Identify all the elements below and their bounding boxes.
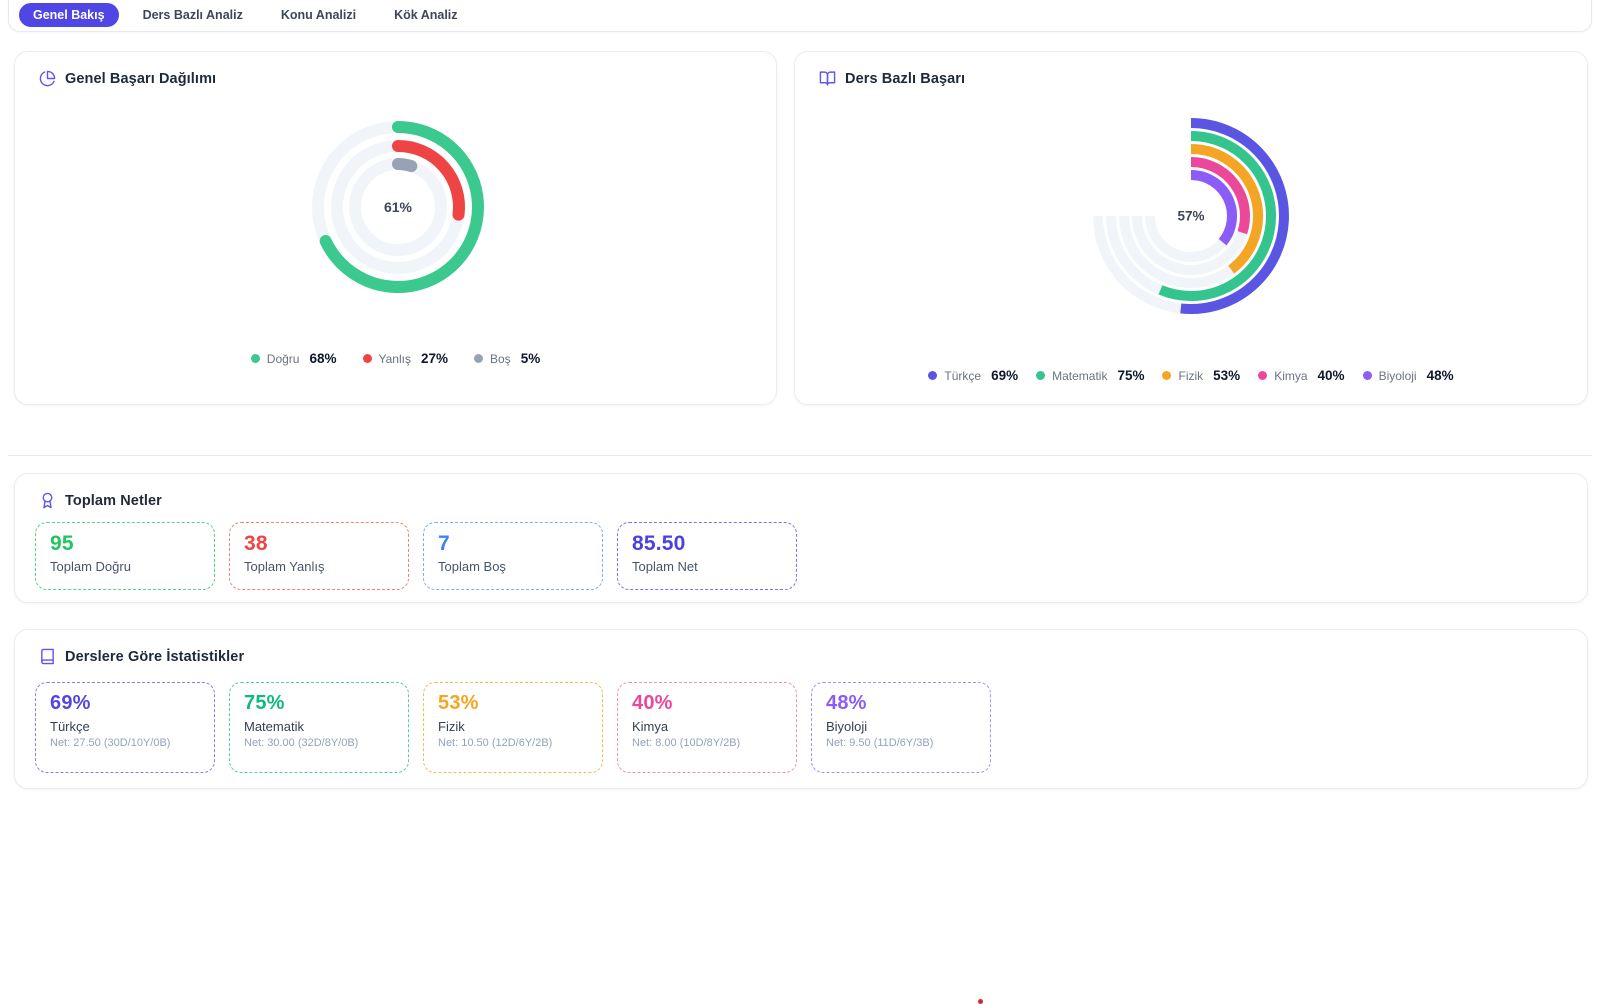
- legend-dot: [474, 354, 483, 363]
- award-icon: [42, 492, 53, 509]
- subject-stat-value: 69%: [50, 692, 91, 714]
- subject-stat-net: Net: 10.50 (12D/6Y/2B): [438, 737, 553, 749]
- tab-bar: Genel Bakış Ders Bazlı Analiz Konu Anali…: [8, 0, 1592, 32]
- legend-label: Kimya: [1274, 368, 1308, 383]
- legend-label: Fizik: [1178, 368, 1204, 383]
- legend-item[interactable]: Doğru 68%: [250, 351, 337, 366]
- legend-item[interactable]: Kimya 40%: [1258, 368, 1345, 383]
- pie-chart-icon: [39, 70, 56, 87]
- legend-item[interactable]: Fizik 53%: [1162, 368, 1240, 383]
- legend-label: Boş: [490, 351, 511, 366]
- subject-stat-net: Net: 8.00 (10D/8Y/2B): [632, 737, 741, 749]
- subject-stat-name: Türkçe: [50, 719, 90, 734]
- subjects-radial-chart: [1086, 111, 1296, 321]
- card-ders-bazli-basari: Ders Bazlı Başarı 57% Türkçe 69% Matemat…: [794, 51, 1588, 405]
- card-header: Toplam Netler: [39, 492, 162, 509]
- legend-dot: [928, 371, 938, 380]
- legend-label: Matematik: [1052, 368, 1108, 383]
- subject-stat-value: 40%: [632, 692, 673, 714]
- tab[interactable]: Konu Analizi: [267, 3, 370, 27]
- red-dot-marker: [978, 999, 983, 1004]
- subject-stat-value: 75%: [244, 692, 285, 714]
- total-stat-value: 7: [438, 532, 450, 555]
- total-stat-label: Toplam Doğru: [50, 559, 131, 575]
- card-header: Genel Başarı Dağılımı: [39, 70, 216, 87]
- legend-label: Yanlış: [378, 351, 411, 366]
- subject-stat-net: Net: 27.50 (30D/10Y/0B): [50, 737, 171, 749]
- tab[interactable]: Ders Bazlı Analiz: [129, 3, 257, 27]
- section-divider: [8, 455, 1592, 456]
- tab-label: Kök Analiz: [394, 8, 458, 22]
- legend-dot: [1036, 371, 1046, 380]
- subject-stat-name: Kimya: [632, 719, 669, 734]
- legend-dot: [250, 354, 260, 363]
- total-stat-label: Toplam Net: [632, 559, 698, 575]
- legend-dot: [362, 354, 372, 363]
- subject-stat-value: 48%: [826, 692, 867, 714]
- overall-radial-chart: [298, 107, 498, 307]
- legend-dot: [1258, 371, 1268, 380]
- legend-value: 5%: [520, 351, 541, 366]
- card-title-text: Toplam Netler: [65, 492, 162, 509]
- subject-stat-box: 75% Matematik Net: 30.00 (32D/8Y/0B): [229, 682, 409, 773]
- subject-stats-row: 69% Türkçe Net: 27.50 (30D/10Y/0B) 75% M…: [35, 682, 991, 773]
- subjects-chart-center-value: 57%: [1177, 208, 1205, 224]
- subject-stat-net: Net: 30.00 (32D/8Y/0B): [244, 737, 359, 749]
- total-stat-box: 7 Toplam Boş: [423, 522, 603, 590]
- subjects-chart-legend: Türkçe 69% Matematik 75% Fizik 53% Kimya…: [795, 368, 1587, 383]
- legend-value: 75%: [1117, 368, 1145, 383]
- legend-dot: [1362, 371, 1372, 380]
- total-stat-box: 85.50 Toplam Net: [617, 522, 797, 590]
- legend-value: 68%: [309, 351, 337, 366]
- card-title-text: Genel Başarı Dağılımı: [65, 70, 217, 87]
- legend-value: 40%: [1317, 368, 1345, 383]
- card-derslere-gore-istatistikler: Derslere Göre İstatistikler 69% Türkçe N…: [14, 629, 1588, 789]
- legend-value: 48%: [1426, 368, 1454, 383]
- book-open-icon: [819, 71, 836, 86]
- subject-stat-box: 69% Türkçe Net: 27.50 (30D/10Y/0B): [35, 682, 215, 773]
- card-header: Ders Bazlı Başarı: [819, 70, 965, 87]
- legend-value: 69%: [991, 368, 1019, 383]
- subject-stat-name: Biyoloji: [826, 719, 868, 734]
- card-genel-basari-dagilimi: Genel Başarı Dağılımı 61% Doğru 68% Yanl…: [14, 51, 777, 405]
- tab[interactable]: Genel Bakış: [19, 3, 119, 27]
- legend-item[interactable]: Türkçe 69%: [928, 368, 1018, 383]
- subject-stat-value: 53%: [438, 692, 479, 714]
- legend-value: 27%: [420, 351, 448, 366]
- legend-label: Türkçe: [944, 368, 982, 383]
- card-header: Derslere Göre İstatistikler: [39, 648, 244, 665]
- card-title-text: Ders Bazlı Başarı: [845, 70, 966, 87]
- tab-label: Genel Bakış: [33, 8, 105, 22]
- tab-label: Ders Bazlı Analiz: [142, 8, 243, 22]
- total-stat-box: 95 Toplam Doğru: [35, 522, 215, 590]
- legend-item[interactable]: Biyoloji 48%: [1362, 368, 1454, 383]
- subject-stat-box: 53% Fizik Net: 10.50 (12D/6Y/2B): [423, 682, 603, 773]
- overall-chart-legend: Doğru 68% Yanlış 27% Boş 5%: [15, 351, 776, 366]
- total-stat-value: 38: [244, 532, 268, 555]
- legend-value: 53%: [1213, 368, 1241, 383]
- subject-stat-box: 48% Biyoloji Net: 9.50 (11D/6Y/3B): [811, 682, 991, 773]
- total-stat-value: 95: [50, 532, 74, 555]
- overall-chart-center-value: 61%: [383, 199, 413, 215]
- total-stat-label: Toplam Boş: [438, 559, 506, 575]
- subject-stat-net: Net: 9.50 (11D/6Y/3B): [826, 737, 934, 749]
- tab[interactable]: Kök Analiz: [380, 3, 471, 27]
- tab-label: Konu Analizi: [280, 8, 357, 22]
- totals-row: 95 Toplam Doğru 38 Toplam Yanlış 7 Topla…: [35, 522, 797, 590]
- total-stat-box: 38 Toplam Yanlış: [229, 522, 409, 590]
- book-icon: [41, 648, 54, 665]
- legend-label: Doğru: [266, 351, 300, 366]
- legend-item[interactable]: Matematik 75%: [1036, 368, 1144, 383]
- legend-label: Biyoloji: [1378, 368, 1417, 383]
- subject-stat-name: Fizik: [438, 719, 465, 734]
- card-toplam-netler: Toplam Netler 95 Toplam Doğru 38 Toplam …: [14, 473, 1588, 1004]
- legend-item[interactable]: Boş 5%: [474, 351, 540, 366]
- total-stat-value: 85.50: [632, 532, 686, 555]
- card-title-text: Derslere Göre İstatistikler: [65, 648, 245, 665]
- legend-dot: [1162, 371, 1172, 380]
- subject-stat-name: Matematik: [244, 719, 304, 734]
- subject-stat-box: 40% Kimya Net: 8.00 (10D/8Y/2B): [617, 682, 797, 773]
- legend-item[interactable]: Yanlış 27%: [362, 351, 448, 366]
- total-stat-label: Toplam Yanlış: [244, 559, 325, 575]
